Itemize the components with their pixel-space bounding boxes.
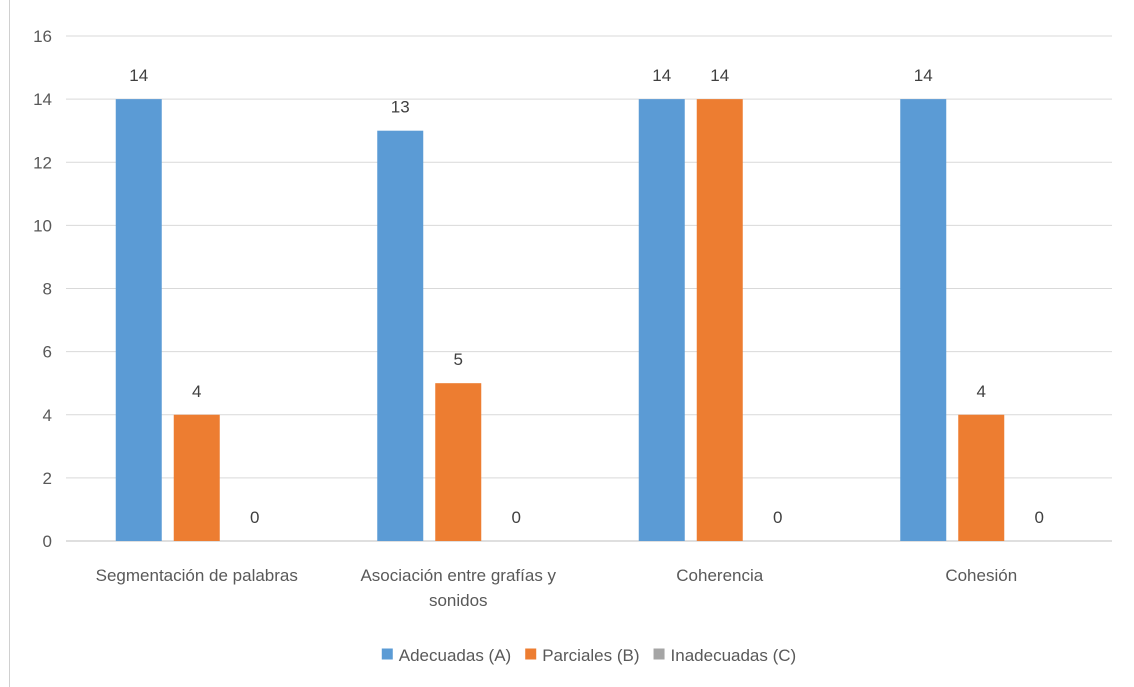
bar — [696, 99, 743, 541]
data-label: 4 — [192, 382, 201, 401]
x-axis: Segmentación de palabras Asociación entre… — [96, 566, 1018, 610]
data-label: 4 — [977, 382, 986, 401]
bar — [173, 414, 220, 541]
data-label: 14 — [129, 66, 148, 85]
data-labels: 14 4 0 13 5 0 14 14 0 14 4 0 — [129, 66, 1044, 527]
y-tick-label: 8 — [43, 280, 52, 299]
x-tick-label: sonidos — [429, 591, 488, 610]
y-tick-label: 6 — [43, 343, 52, 362]
legend-swatch — [653, 648, 665, 660]
gridlines — [66, 35, 1112, 542]
bar — [115, 99, 162, 541]
x-tick-label: Segmentación de palabras — [96, 566, 298, 585]
bar — [958, 414, 1005, 541]
bars — [115, 99, 1005, 541]
data-label: 13 — [391, 98, 410, 117]
y-tick-label: 4 — [43, 406, 52, 425]
x-tick-label: Asociación entre grafías y — [360, 566, 556, 585]
y-tick-label: 14 — [33, 90, 52, 109]
legend: Adecuadas (A) Parciales (B) Inadecuadas (C… — [381, 646, 797, 665]
data-label: 14 — [710, 66, 729, 85]
data-label: 14 — [652, 66, 671, 85]
data-label: 0 — [1035, 508, 1044, 527]
bar — [435, 383, 482, 541]
data-label: 0 — [773, 508, 782, 527]
y-axis: 0 2 4 6 8 10 12 14 16 — [33, 27, 52, 551]
y-tick-label: 0 — [43, 532, 52, 551]
legend-label: Adecuadas (A) — [399, 646, 511, 665]
data-label: 14 — [914, 66, 933, 85]
x-tick-label: Coherencia — [676, 566, 763, 585]
legend-swatch — [525, 648, 537, 660]
bar — [638, 99, 685, 541]
y-tick-label: 16 — [33, 27, 52, 46]
legend-label: Inadecuadas (C) — [671, 646, 797, 665]
data-label: 5 — [454, 350, 463, 369]
y-tick-label: 2 — [43, 469, 52, 488]
y-tick-label: 10 — [33, 216, 52, 235]
frame-left-border — [9, 0, 10, 687]
data-label: 0 — [250, 508, 259, 527]
y-tick-label: 12 — [33, 153, 52, 172]
data-label: 0 — [512, 508, 521, 527]
legend-swatch — [381, 648, 393, 660]
bar — [900, 99, 947, 541]
x-tick-label: Cohesión — [945, 566, 1017, 585]
bar — [377, 130, 424, 541]
legend-label: Parciales (B) — [542, 646, 639, 665]
